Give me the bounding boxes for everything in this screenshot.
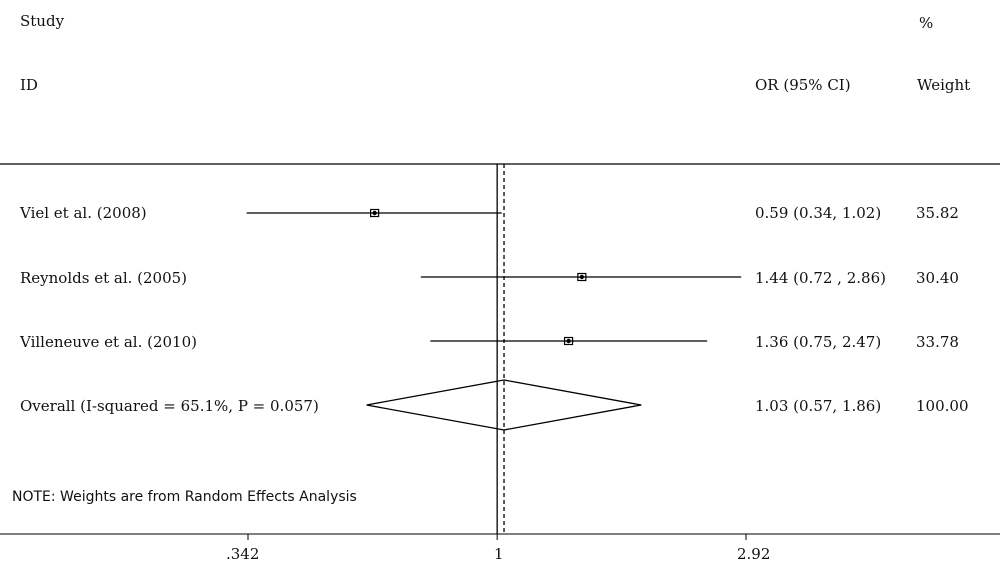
weight-percent-header: % (919, 14, 934, 32)
point-estimate-0 (372, 210, 377, 216)
tick-label-high: 2.92 (737, 545, 771, 563)
ci-text-reynolds: 1.44 (0.72 , 2.86) (755, 269, 886, 287)
weight-villeneuve: 33.78 (916, 333, 959, 351)
id-header: ID (20, 76, 38, 94)
tick-label-low: .342 (226, 545, 260, 563)
ci-text-viel: 0.59 (0.34, 1.02) (755, 204, 882, 222)
weight-viel: 35.82 (916, 204, 959, 222)
tick-label-one: 1 (494, 545, 504, 563)
weight-reynolds: 30.40 (916, 269, 959, 287)
point-estimate-1 (579, 274, 585, 280)
ci-text-overall: 1.03 (0.57, 1.86) (755, 397, 882, 415)
point-estimate-box-1 (577, 272, 587, 282)
overall-diamond (366, 379, 642, 431)
weights-note: NOTE: Weights are from Random Effects An… (12, 489, 357, 505)
point-estimate-2 (566, 338, 571, 344)
overall-label: Overall (I-squared = 65.1%, P = 0.057) (20, 397, 319, 415)
point-estimate-box-0 (370, 208, 380, 218)
weight-header: Weight (917, 76, 971, 94)
point-estimate-box-2 (563, 336, 574, 346)
study-label-reynolds: Reynolds et al. (2005) (20, 269, 188, 287)
study-label-villeneuve: Villeneuve et al. (2010) (20, 333, 197, 351)
study-label-viel: Viel et al. (2008) (20, 204, 147, 222)
ci-header: OR (95% CI) (755, 76, 851, 94)
ci-text-villeneuve: 1.36 (0.75, 2.47) (755, 333, 882, 351)
study-header: Study (20, 12, 65, 30)
weight-overall: 100.00 (916, 397, 969, 415)
